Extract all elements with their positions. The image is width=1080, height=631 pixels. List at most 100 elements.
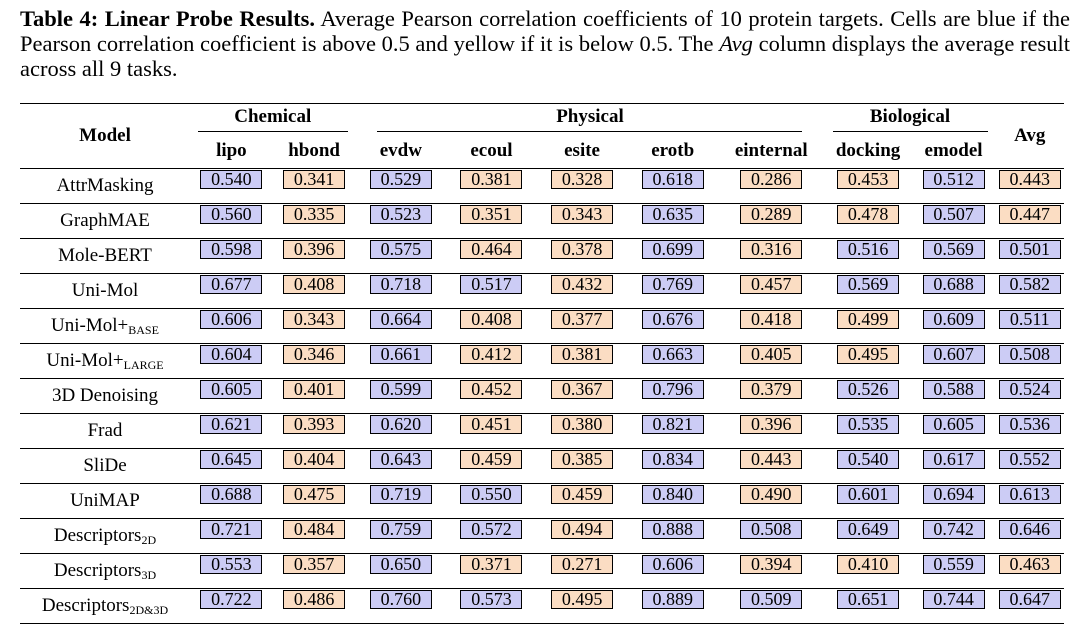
cell-einternal: 0.509 xyxy=(718,589,824,624)
value-box: 0.604 xyxy=(200,345,263,364)
cell-lipo: 0.621 xyxy=(190,414,273,449)
cell-lipo: 0.553 xyxy=(190,554,273,589)
value-box: 0.351 xyxy=(460,205,523,224)
value-box: 0.598 xyxy=(200,240,263,259)
cell-avg: 0.508 xyxy=(996,344,1064,379)
table-row: Uni-Mol+BASE 0.606 0.343 0.664 0.408 0.377 0.6… xyxy=(20,309,1064,344)
value-box: 0.688 xyxy=(200,485,263,504)
value-box: 0.286 xyxy=(740,170,803,189)
cell-docking: 0.601 xyxy=(824,484,911,519)
cell-avg: 0.646 xyxy=(996,519,1064,554)
value-box: 0.664 xyxy=(369,310,432,329)
value-box: 0.694 xyxy=(922,485,985,504)
table-body: AttrMasking 0.540 0.341 0.529 0.381 0.328 0.61… xyxy=(20,169,1064,624)
table-row: AttrMasking 0.540 0.341 0.529 0.381 0.328 0.61… xyxy=(20,169,1064,204)
value-box: 0.499 xyxy=(837,310,900,329)
value-box: 0.575 xyxy=(369,240,432,259)
value-box: 0.335 xyxy=(283,205,346,224)
cell-hbond: 0.404 xyxy=(273,449,356,484)
value-box: 0.553 xyxy=(200,555,263,574)
cell-docking: 0.478 xyxy=(824,204,911,239)
model-name-text: 3D Denoising xyxy=(51,385,159,406)
value-box: 0.451 xyxy=(460,415,523,434)
model-name-text: SliDe xyxy=(83,455,127,476)
value-box: 0.378 xyxy=(551,240,614,259)
value-box: 0.647 xyxy=(998,590,1061,609)
table-row: GraphMAE 0.560 0.335 0.523 0.351 0.343 0.635 0.… xyxy=(20,204,1064,239)
table-row: Mole-BERT 0.598 0.396 0.575 0.464 0.378 0.699 0… xyxy=(20,239,1064,274)
value-box: 0.495 xyxy=(837,345,900,364)
value-box: 0.490 xyxy=(740,485,803,504)
cell-lipo: 0.560 xyxy=(190,204,273,239)
value-box: 0.443 xyxy=(998,170,1061,189)
cell-esite: 0.432 xyxy=(537,274,628,309)
cell-esite: 0.378 xyxy=(537,239,628,274)
value-box: 0.511 xyxy=(998,310,1061,329)
value-box: 0.475 xyxy=(283,485,346,504)
value-box: 0.508 xyxy=(740,520,803,539)
column-header-lipo: lipo xyxy=(216,140,247,161)
cell-evdw: 0.718 xyxy=(356,274,447,309)
value-box: 0.526 xyxy=(837,380,900,399)
cell-evdw: 0.719 xyxy=(356,484,447,519)
cell-hbond: 0.393 xyxy=(273,414,356,449)
column-header-row: lipo hbond evdw ecoul esite erotb einternal doc… xyxy=(20,134,1064,169)
cell-einternal: 0.379 xyxy=(718,379,824,414)
value-box: 0.405 xyxy=(740,345,803,364)
value-box: 0.569 xyxy=(922,240,985,259)
value-box: 0.569 xyxy=(837,275,900,294)
model-name: AttrMasking xyxy=(20,169,190,204)
cell-docking: 0.535 xyxy=(824,414,911,449)
model-name: Uni-Mol+LARGE xyxy=(20,344,190,379)
value-box: 0.550 xyxy=(460,485,523,504)
value-box: 0.509 xyxy=(740,590,803,609)
cell-lipo: 0.606 xyxy=(190,309,273,344)
model-name: Descriptors2D&3D xyxy=(20,589,190,624)
column-header-erotb: erotb xyxy=(651,140,695,161)
value-box: 0.676 xyxy=(641,310,704,329)
value-box: 0.601 xyxy=(837,485,900,504)
cell-lipo: 0.688 xyxy=(190,484,273,519)
cell-hbond: 0.343 xyxy=(273,309,356,344)
value-box: 0.759 xyxy=(369,520,432,539)
value-box: 0.394 xyxy=(740,555,803,574)
model-name-text: Descriptors xyxy=(41,594,130,616)
model-name-text: Frad xyxy=(87,420,123,441)
value-box: 0.289 xyxy=(740,205,803,224)
cell-einternal: 0.508 xyxy=(718,519,824,554)
cell-lipo: 0.540 xyxy=(190,169,273,204)
table-row: UniMAP 0.688 0.475 0.719 0.550 0.459 0.840 0.49… xyxy=(20,484,1064,519)
value-box: 0.718 xyxy=(369,275,432,294)
value-box: 0.464 xyxy=(460,240,523,259)
value-box: 0.478 xyxy=(837,205,900,224)
value-box: 0.385 xyxy=(551,450,614,469)
cell-erotb: 0.618 xyxy=(627,169,718,204)
model-name: Descriptors2D xyxy=(20,519,190,554)
value-box: 0.495 xyxy=(551,590,614,609)
cell-evdw: 0.664 xyxy=(356,309,447,344)
table-row: Uni-Mol 0.677 0.408 0.718 0.517 0.432 0.769 0.4… xyxy=(20,274,1064,309)
cell-docking: 0.569 xyxy=(824,274,911,309)
cell-ecoul: 0.371 xyxy=(446,554,537,589)
cell-evdw: 0.523 xyxy=(356,204,447,239)
cell-erotb: 0.606 xyxy=(627,554,718,589)
cell-avg: 0.447 xyxy=(996,204,1064,239)
model-name-text: Uni-Mol xyxy=(71,280,139,301)
value-box: 0.271 xyxy=(551,555,614,574)
value-box: 0.396 xyxy=(283,240,346,259)
value-box: 0.523 xyxy=(369,205,432,224)
value-box: 0.744 xyxy=(922,590,985,609)
cell-ecoul: 0.550 xyxy=(446,484,537,519)
cell-avg: 0.536 xyxy=(996,414,1064,449)
table-caption: Table 4: Linear Probe Results. Average P… xyxy=(20,6,1070,81)
group-biological: Biological xyxy=(824,104,995,135)
cell-erotb: 0.889 xyxy=(627,589,718,624)
value-box: 0.508 xyxy=(998,345,1061,364)
value-box: 0.599 xyxy=(369,380,432,399)
cell-erotb: 0.834 xyxy=(627,449,718,484)
cell-lipo: 0.722 xyxy=(190,589,273,624)
value-box: 0.357 xyxy=(283,555,346,574)
cell-esite: 0.328 xyxy=(537,169,628,204)
value-box: 0.486 xyxy=(283,590,346,609)
cell-hbond: 0.341 xyxy=(273,169,356,204)
